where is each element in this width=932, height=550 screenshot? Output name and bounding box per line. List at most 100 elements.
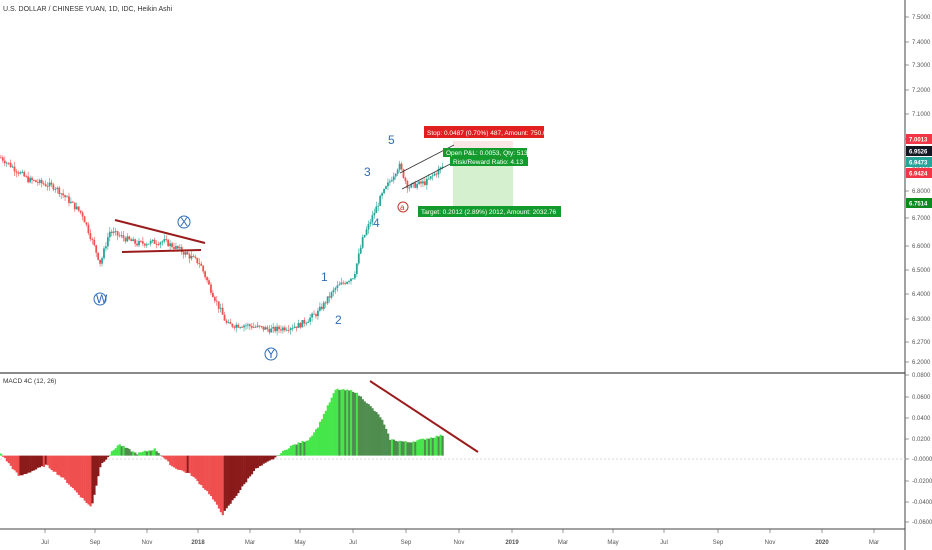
- macd-bar: [62, 455, 65, 478]
- macd-tick-label: -0.0400: [912, 500, 932, 506]
- macd-trend-line[interactable]: [369, 380, 479, 453]
- macd-tick-label: 0.0200: [912, 437, 931, 443]
- open-pnl-label-bg[interactable]: [443, 148, 527, 157]
- macd-bar: [23, 455, 26, 475]
- candles-series: [0, 154, 444, 336]
- candle-body: [11, 166, 14, 168]
- candle-body: [42, 183, 45, 185]
- macd-bar: [435, 435, 438, 456]
- candle-body: [105, 246, 107, 249]
- macd-bar: [68, 455, 71, 485]
- wave-label-4: 4: [373, 216, 380, 230]
- macd-bar: [427, 438, 431, 456]
- macd-bar: [118, 444, 121, 456]
- rr-label-bg[interactable]: [450, 157, 528, 166]
- macd-bar: [237, 455, 240, 494]
- candle-body: [188, 254, 191, 259]
- macd-bar: [301, 441, 304, 456]
- macd-bar: [235, 455, 238, 496]
- candle-body: [377, 205, 380, 207]
- candle-body: [23, 171, 26, 177]
- macd-bar: [280, 453, 283, 456]
- channel-lower-line[interactable]: [401, 160, 457, 190]
- macd-bar: [221, 455, 224, 516]
- time-tick-label: Sep: [401, 540, 412, 546]
- candle-body: [390, 180, 393, 182]
- macd-bar: [410, 442, 413, 456]
- macd-bar: [145, 451, 149, 456]
- macd-bar: [338, 390, 341, 456]
- candle-body: [124, 238, 127, 242]
- candle-body: [287, 329, 290, 331]
- macd-bar: [106, 455, 110, 458]
- candle-body: [324, 302, 327, 304]
- macd-bar: [346, 389, 349, 456]
- macd-bar: [182, 455, 186, 472]
- candle-body: [408, 187, 411, 189]
- macd-bar: [29, 455, 32, 473]
- macd-bar: [36, 455, 40, 468]
- macd-bar: [250, 455, 254, 475]
- macd-bar: [287, 448, 291, 456]
- macd-bar: [175, 455, 178, 469]
- candle-body: [87, 224, 90, 234]
- macd-bar: [83, 455, 86, 501]
- macd-bar: [157, 452, 160, 456]
- macd-bar: [3, 455, 7, 458]
- candle-body: [155, 243, 158, 245]
- candle-body: [346, 281, 349, 284]
- macd-bar: [295, 444, 298, 456]
- triangle-upper-line[interactable]: [114, 219, 206, 244]
- candle-body: [225, 320, 228, 323]
- stop-label-bg[interactable]: [424, 126, 544, 138]
- macd-bar: [134, 452, 137, 456]
- target-label: Target: 0.2012 (2.89%) 2012, Amount: 203…: [421, 209, 557, 216]
- macd-bar: [355, 392, 359, 456]
- macd-bar: [110, 451, 114, 456]
- macd-bar: [81, 455, 84, 499]
- time-tick-label: Jul: [41, 540, 49, 546]
- candle-body: [400, 163, 403, 170]
- macd-bar: [315, 429, 318, 456]
- macd-bar: [48, 455, 51, 469]
- candle-body: [268, 329, 271, 333]
- time-tick-label: 2020: [815, 540, 829, 546]
- candle-body: [46, 186, 49, 187]
- candle-body: [404, 177, 407, 182]
- macd-bar: [241, 455, 244, 487]
- candle-body: [9, 162, 12, 168]
- macd-bar: [396, 441, 399, 456]
- candle-body: [173, 247, 175, 249]
- candle-body: [21, 171, 24, 173]
- macd-bar: [441, 435, 444, 456]
- candle-body: [194, 256, 197, 258]
- time-tick-label: 2018: [191, 540, 205, 546]
- candle-body: [227, 322, 230, 324]
- candle-body: [441, 166, 444, 168]
- triangle-lower-line[interactable]: [121, 249, 202, 253]
- macd-bar: [377, 414, 380, 456]
- target-zone[interactable]: [453, 163, 513, 208]
- time-tick-label: Mar: [869, 540, 879, 546]
- candle-body: [213, 297, 216, 301]
- candle-body: [93, 239, 96, 246]
- candle-body: [31, 177, 33, 181]
- macd-bar: [270, 455, 273, 460]
- macd-bar: [293, 444, 296, 456]
- time-tick-label: Sep: [713, 540, 724, 546]
- candle-body: [50, 182, 53, 185]
- price-tick-label: 6.8000: [912, 189, 931, 195]
- candle-body: [112, 231, 115, 233]
- candle-body: [17, 172, 20, 174]
- macd-bar: [116, 445, 119, 456]
- macd-bar: [54, 455, 57, 472]
- target-label-bg[interactable]: [418, 206, 561, 217]
- candle-body: [217, 301, 220, 309]
- candle-body: [149, 240, 152, 244]
- candle-body: [394, 173, 397, 177]
- macd-bar: [404, 441, 407, 456]
- macd-bar: [167, 455, 170, 462]
- candle-body: [48, 182, 51, 187]
- price-tick-label: 6.7000: [912, 216, 931, 222]
